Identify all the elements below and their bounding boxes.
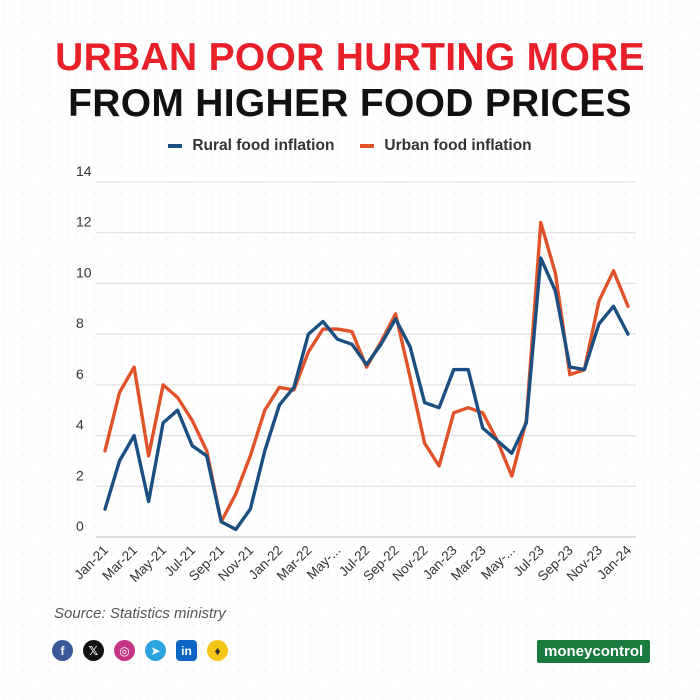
telegram-icon[interactable]: ➤ (145, 640, 166, 661)
title-line-1: URBAN POOR HURTING MORE (55, 36, 645, 79)
legend-item-urban: Urban food inflation (360, 137, 532, 155)
instagram-icon[interactable]: ◎ (114, 640, 135, 661)
moneycontrol-logo: moneycontrol (537, 640, 651, 663)
title-line-2: FROM HIGHER FOOD PRICES (68, 82, 632, 125)
x-twitter-icon[interactable]: 𝕏 (83, 640, 104, 661)
y-tick-label-10: 10 (76, 264, 92, 280)
series-line-rural (103, 256, 630, 532)
y-tick-label-0: 0 (76, 518, 84, 534)
chart-legend: Rural food inflation Urban food inflatio… (0, 137, 700, 155)
koo-icon[interactable]: ♦ (207, 640, 228, 661)
legend-item-rural: Rural food inflation (168, 137, 334, 155)
source-note: Source: Statistics ministry (54, 605, 226, 622)
social-icons: f 𝕏 ◎ ➤ in ♦ (52, 640, 228, 661)
y-tick-label-2: 2 (76, 467, 84, 483)
linkedin-icon[interactable]: in (176, 640, 197, 661)
legend-swatch-rural (168, 144, 183, 148)
y-tick-label-4: 4 (76, 417, 84, 433)
line-chart: 02468101214Jan-21Mar-21May-21Jul-21Sep-2… (71, 163, 636, 585)
y-tick-label-8: 8 (76, 315, 84, 331)
y-tick-label-6: 6 (76, 366, 84, 382)
series-line-urban (103, 220, 630, 524)
facebook-icon[interactable]: f (52, 640, 73, 661)
y-tick-label-12: 12 (76, 214, 92, 230)
x-tick-label-18: Jan-24 (594, 542, 634, 582)
y-tick-label-14: 14 (76, 163, 92, 179)
legend-label-urban: Urban food inflation (384, 137, 532, 154)
legend-swatch-urban (360, 144, 375, 148)
legend-label-rural: Rural food inflation (192, 137, 335, 154)
